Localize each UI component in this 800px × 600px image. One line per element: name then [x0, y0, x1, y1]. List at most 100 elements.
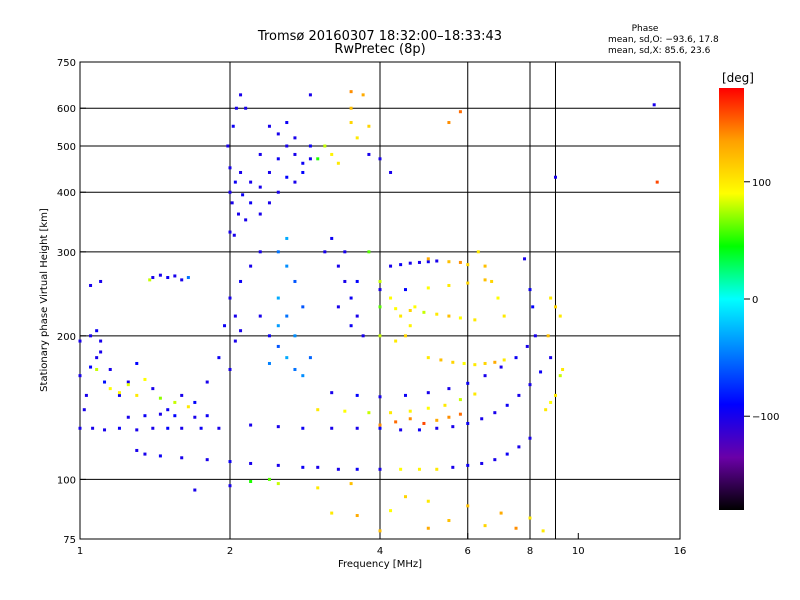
data-point [458, 412, 462, 416]
data-point [458, 398, 462, 402]
data-point [267, 170, 271, 174]
data-point [349, 121, 353, 125]
data-point [408, 409, 412, 413]
data-point [239, 279, 243, 283]
data-point [117, 393, 121, 397]
data-point [285, 144, 289, 148]
data-point [367, 152, 371, 156]
data-point [126, 415, 130, 419]
colorbar-tick-label: 0 [752, 295, 758, 306]
data-point [258, 152, 262, 156]
data-point [378, 288, 382, 292]
data-point [476, 250, 480, 254]
data-point [426, 257, 430, 261]
data-point [378, 279, 382, 283]
data-point [99, 279, 103, 283]
data-point [78, 339, 82, 343]
data-point [378, 426, 382, 430]
data-point [301, 170, 305, 174]
data-point [399, 263, 403, 267]
data-point [493, 360, 497, 364]
data-point [408, 308, 412, 312]
data-point [166, 276, 170, 280]
data-point [135, 448, 139, 452]
data-point [244, 218, 248, 222]
data-point [403, 393, 407, 397]
data-point [330, 391, 334, 395]
phase-heading: Phase [632, 24, 659, 34]
data-point [143, 377, 147, 381]
data-point [528, 288, 532, 292]
data-point [336, 161, 340, 165]
data-point [389, 509, 393, 513]
data-point [389, 411, 393, 415]
data-point [99, 339, 103, 343]
data-point [217, 356, 221, 360]
data-point [408, 324, 412, 328]
data-point [234, 106, 238, 110]
data-point [301, 305, 305, 309]
data-point [103, 428, 107, 432]
data-point [158, 412, 162, 416]
data-point [343, 409, 347, 413]
data-point [228, 296, 232, 300]
data-point [258, 314, 262, 318]
data-point [517, 393, 521, 397]
data-point [173, 400, 177, 404]
data-point [483, 361, 487, 365]
data-point [239, 329, 243, 333]
data-point [323, 250, 327, 254]
data-point [308, 157, 312, 161]
data-point [426, 526, 430, 530]
data-point [378, 305, 382, 309]
colorbar-label: [deg] [722, 71, 754, 85]
y-tick-label: 100 [57, 475, 76, 486]
data-point [301, 426, 305, 430]
data-point [483, 278, 487, 282]
data-point [349, 296, 353, 300]
colorbar [719, 88, 744, 510]
data-point [308, 93, 312, 97]
data-point [528, 383, 532, 387]
data-point [399, 467, 403, 471]
data-point [258, 212, 262, 216]
data-point [249, 479, 253, 483]
y-tick-label: 75 [63, 535, 76, 546]
data-point [408, 417, 412, 421]
data-point [89, 334, 93, 338]
data-point [447, 283, 451, 287]
data-point [447, 121, 451, 125]
data-point [233, 180, 237, 184]
data-point [505, 452, 509, 456]
data-point [193, 400, 197, 404]
data-point [389, 264, 393, 268]
data-point [458, 110, 462, 114]
data-point [361, 93, 365, 97]
data-point [143, 452, 147, 456]
data-point [426, 406, 430, 410]
data-point [330, 511, 334, 515]
data-point [473, 363, 477, 367]
data-point [205, 380, 209, 384]
data-point [435, 426, 439, 430]
data-point [239, 93, 243, 97]
data-point [249, 264, 253, 268]
data-point [473, 318, 477, 322]
data-point [285, 175, 289, 179]
data-point [544, 408, 548, 412]
data-point [502, 314, 506, 318]
y-axis-ticks: 75 100 200 300 400 500 600 750 [57, 58, 86, 546]
x-tick-label: 10 [572, 546, 585, 557]
data-point [558, 314, 562, 318]
data-point [349, 324, 353, 328]
data-point [276, 463, 280, 467]
data-point [285, 356, 289, 360]
data-point [173, 274, 177, 278]
x-tick-label: 16 [674, 546, 687, 557]
data-point [223, 324, 227, 328]
data-point [458, 316, 462, 320]
data-point [285, 121, 289, 125]
data-point [180, 393, 184, 397]
data-point [126, 383, 130, 387]
data-point [267, 124, 271, 128]
